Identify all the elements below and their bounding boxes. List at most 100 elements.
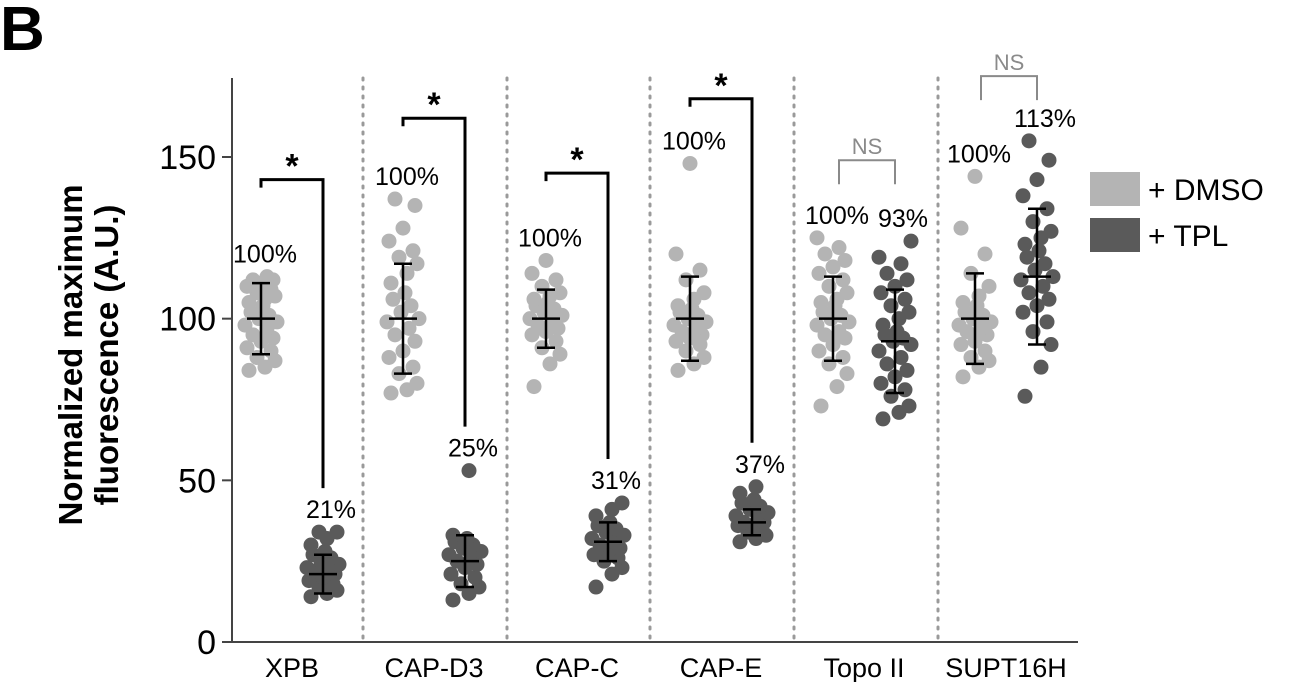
tpl-point [1043,337,1059,353]
tpl-point [728,508,744,524]
tpl-point [1041,291,1057,307]
dmso-point [381,349,397,365]
tpl-point [1045,269,1061,285]
tpl-point [1041,152,1057,168]
dmso-point [239,340,255,356]
dmso-point [379,314,395,330]
dmso-point [403,298,419,314]
tpl-point [459,531,475,547]
dmso-point [811,343,827,359]
tpl-point [746,492,762,508]
tpl-point [461,463,477,479]
dmso-point [809,317,825,333]
dmso-percent-label: 100% [947,140,1011,168]
dmso-point [813,398,829,414]
dmso-point [383,385,399,401]
tpl-point [732,485,748,501]
tpl-percent-label: 37% [735,451,785,479]
dmso-point [397,285,413,301]
significance-brackets: * * * * NS NS [259,50,1038,489]
y-axis-title-line: Normalized maximum [52,184,89,525]
dmso-point [696,349,712,365]
significance-bracket [259,178,325,489]
tpl-point [873,285,889,301]
tpl-point [445,527,461,543]
dmso-point [237,317,253,333]
significance-bracket [544,171,610,459]
percent-labels: 100%21%100%25%100%31%100%37%100% 93%100%1… [233,105,1076,524]
dmso-point [955,369,971,385]
dmso-point [407,198,423,213]
dmso-point [953,220,969,236]
tpl-percent-label: 25% [448,435,498,463]
tpl-percent-label: 21% [306,496,356,524]
dmso-point [405,243,421,259]
significance-ns-label: NS [994,50,1025,75]
tpl-point [445,592,461,608]
significance-star: * [570,141,584,179]
tpl-point [889,324,905,340]
dmso-percent-label: 100% [233,241,297,269]
dmso-point [538,252,554,268]
dmso-point [524,265,540,281]
dmso-point [409,256,425,272]
tpl-point [897,291,913,307]
dmso-point [967,168,983,184]
dmso-point [835,349,851,365]
dmso-point [670,362,686,378]
tpl-point [317,543,333,559]
tpl-point [1015,304,1031,320]
dmso-point [837,252,853,268]
tpl-point [1019,249,1035,265]
dmso-point [835,272,851,288]
tpl-point [467,569,483,585]
dmso-point [387,327,403,343]
tpl-point [303,537,319,553]
dmso-point [955,295,971,310]
dmso-point [387,191,403,207]
dmso-point [241,362,257,378]
dmso-point [813,295,829,310]
dmso-point [548,272,564,288]
legend-label: + DMSO [1148,174,1264,207]
dmso-point [548,333,564,349]
tpl-point [311,524,327,540]
tpl-point [899,272,915,288]
tpl-point [897,382,913,398]
y-tick-label: 50 [178,462,216,500]
legend-swatch [1090,218,1140,252]
significance-star: * [427,86,441,124]
dmso-point [668,246,684,262]
dmso-point [977,246,993,262]
dmso-point [977,343,993,359]
tpl-point [1017,236,1033,252]
tpl-point [1033,359,1049,375]
dmso-point [670,298,686,314]
tpl-point [588,579,604,595]
dmso-point [809,230,825,246]
y-tick-label: 0 [197,624,216,662]
legend: + DMSO + TPL [1090,172,1264,253]
y-tick-label: 150 [159,139,216,177]
dmso-point [526,291,542,307]
dmso-point [831,240,847,256]
dmso-point [552,346,568,362]
tpl-point [1029,172,1045,188]
dmso-point [407,333,423,349]
tpl-point [441,547,457,563]
group-separators [361,76,940,644]
dmso-point [953,337,969,353]
axes: 0 50 100 150 XPB CAP-D3 CAP-C CAP-E Topo II SUPT1… [159,78,1078,682]
dmso-point [385,291,401,307]
error-bars [247,207,1051,595]
tpl-percent-label: 93% [878,205,928,233]
y-tick-label: 100 [159,301,216,339]
dmso-point [526,379,542,395]
tpl-point [871,249,887,265]
y-axis-title: Normalized maximumfluorescence (A.U.) [52,184,125,525]
dmso-point [682,155,698,171]
dmso-percent-label: 100% [805,202,869,230]
tpl-point [903,233,919,249]
significance-star: * [714,67,728,105]
